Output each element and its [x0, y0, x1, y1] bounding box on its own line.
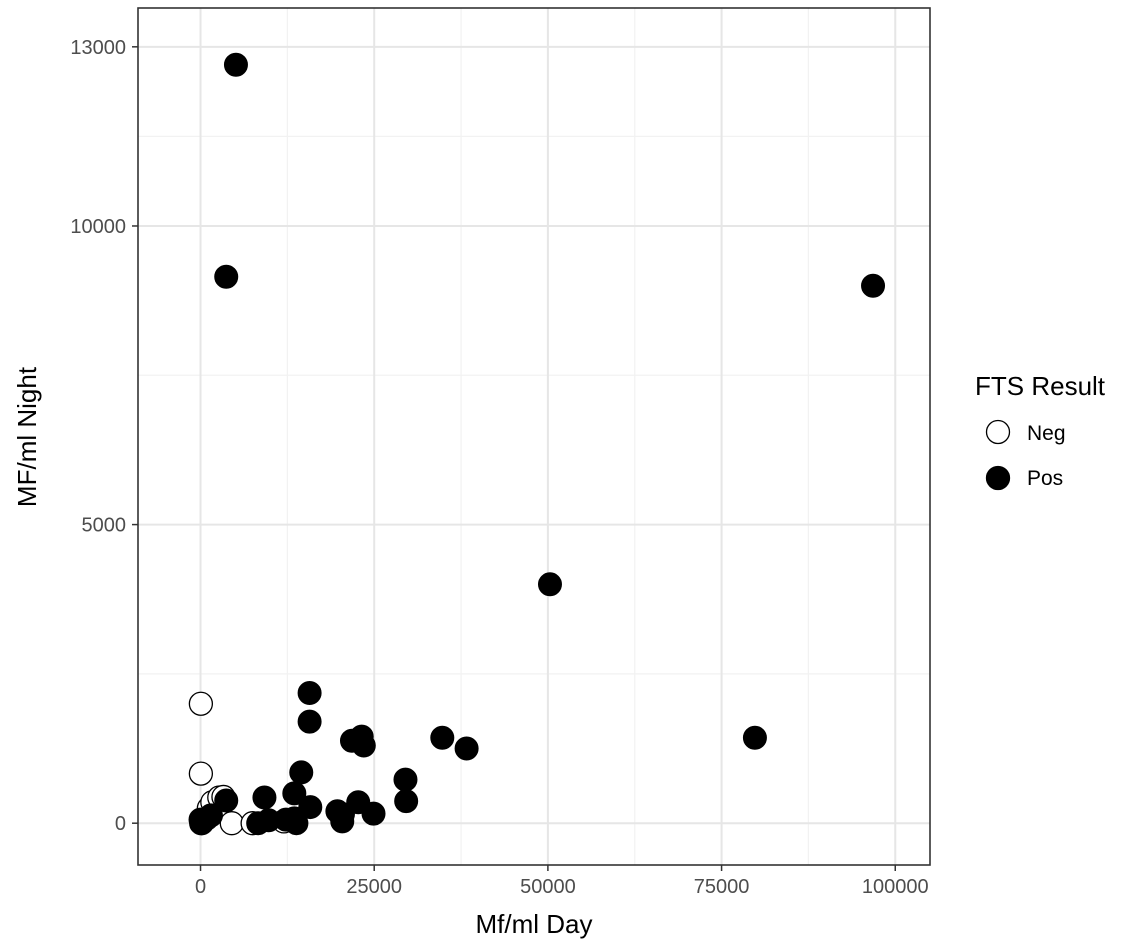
x-tick-label: 75000: [694, 876, 750, 898]
data-point-pos: [861, 273, 886, 298]
data-point-pos: [330, 809, 355, 834]
y-axis-title: MF/ml Night: [12, 366, 42, 507]
data-point-pos: [394, 789, 419, 814]
data-point-pos: [454, 736, 479, 761]
y-tick-label: 0: [115, 813, 126, 835]
data-point-pos: [282, 781, 307, 806]
x-tick-label: 0: [195, 876, 206, 898]
data-point-pos: [537, 572, 562, 597]
data-point-pos: [189, 811, 214, 836]
legend-title: FTS Result: [975, 371, 1106, 401]
data-point-neg: [188, 761, 214, 786]
data-point-pos: [742, 725, 767, 750]
data-point-neg: [188, 691, 214, 716]
data-point-pos: [214, 788, 239, 813]
y-tick-label: 5000: [82, 515, 127, 537]
data-point-pos: [430, 725, 455, 750]
data-points: [188, 52, 886, 836]
legend: FTS Result Neg Pos: [975, 371, 1106, 491]
x-axis: 0 25000 50000 75000 100000: [195, 865, 929, 898]
data-point-pos: [256, 808, 281, 833]
data-point-pos: [223, 52, 248, 77]
y-axis: 0 5000 10000 13000: [70, 37, 138, 835]
plot-panel: [138, 8, 930, 865]
minor-gridlines: [138, 8, 930, 865]
plot-panel-border: [137, 7, 931, 866]
data-point-pos: [361, 801, 386, 826]
legend-key-neg: [985, 419, 1011, 445]
data-point-pos: [214, 264, 239, 289]
data-point-pos: [297, 681, 322, 706]
data-point-pos: [289, 760, 314, 785]
x-tick-label: 100000: [862, 876, 929, 898]
x-axis-title: Mf/ml Day: [476, 909, 593, 939]
data-point-pos: [351, 733, 376, 758]
x-tick-label: 25000: [346, 876, 402, 898]
legend-key-pos: [985, 465, 1011, 491]
legend-label-pos: Pos: [1027, 467, 1063, 490]
data-point-neg: [219, 811, 244, 836]
data-point-pos: [284, 811, 309, 836]
y-tick-label: 13000: [70, 37, 126, 59]
y-tick-label: 10000: [70, 216, 126, 238]
data-point-pos: [252, 785, 277, 810]
legend-label-neg: Neg: [1027, 422, 1066, 445]
data-point-pos: [393, 767, 418, 792]
x-tick-label: 50000: [520, 876, 576, 898]
data-point-pos: [297, 709, 322, 734]
